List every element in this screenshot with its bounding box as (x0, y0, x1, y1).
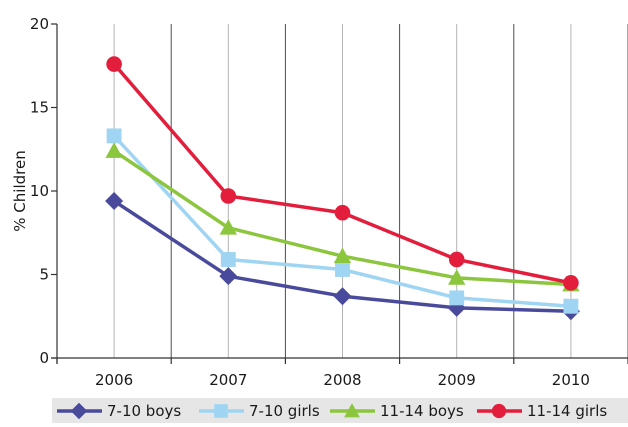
legend-label: 7-10 girls (249, 402, 320, 420)
x-tick-label: 2006 (95, 371, 133, 389)
y-tick-label: 5 (39, 266, 49, 284)
y-axis-title: % Children (11, 150, 29, 231)
data-point (333, 287, 352, 306)
data-point (333, 247, 352, 264)
legend-marker (344, 403, 360, 418)
axes: 0 5 10 15 20 2006 2007 2008 2009 2010 % Children (11, 15, 628, 389)
data-point (220, 252, 236, 267)
data-point (563, 275, 579, 291)
data-point (106, 128, 122, 144)
data-point (105, 142, 123, 158)
legend-label: 11-14 boys (380, 402, 464, 420)
legend-label: 7-10 boys (107, 402, 181, 420)
legend-label: 11-14 girls (527, 402, 607, 420)
y-tick-label: 0 (39, 349, 49, 367)
x-tick-label: 2009 (438, 371, 476, 389)
data-point (106, 56, 122, 72)
x-tick-label: 2010 (552, 371, 590, 389)
grid (113, 24, 628, 358)
data-point (335, 262, 350, 277)
series-layer (105, 56, 580, 321)
legend-marker (214, 404, 228, 418)
legend: 7-10 boys 7-10 girls 11-14 boys 11-14 girls (52, 398, 628, 423)
data-point (563, 298, 579, 314)
y-tick-label: 10 (30, 182, 49, 200)
data-point (105, 192, 124, 211)
y-tick-label: 20 (30, 15, 49, 33)
data-point (448, 251, 465, 268)
data-point (334, 204, 351, 221)
legend-marker (70, 402, 88, 420)
data-point (449, 290, 465, 306)
data-point (220, 188, 237, 204)
data-point (219, 219, 237, 235)
data-point (448, 269, 466, 285)
x-tick-label: 2007 (209, 371, 247, 389)
legend-marker (491, 403, 507, 419)
data-point (219, 267, 238, 286)
y-tick-label: 15 (30, 99, 49, 117)
x-tick-label: 2008 (323, 371, 361, 389)
